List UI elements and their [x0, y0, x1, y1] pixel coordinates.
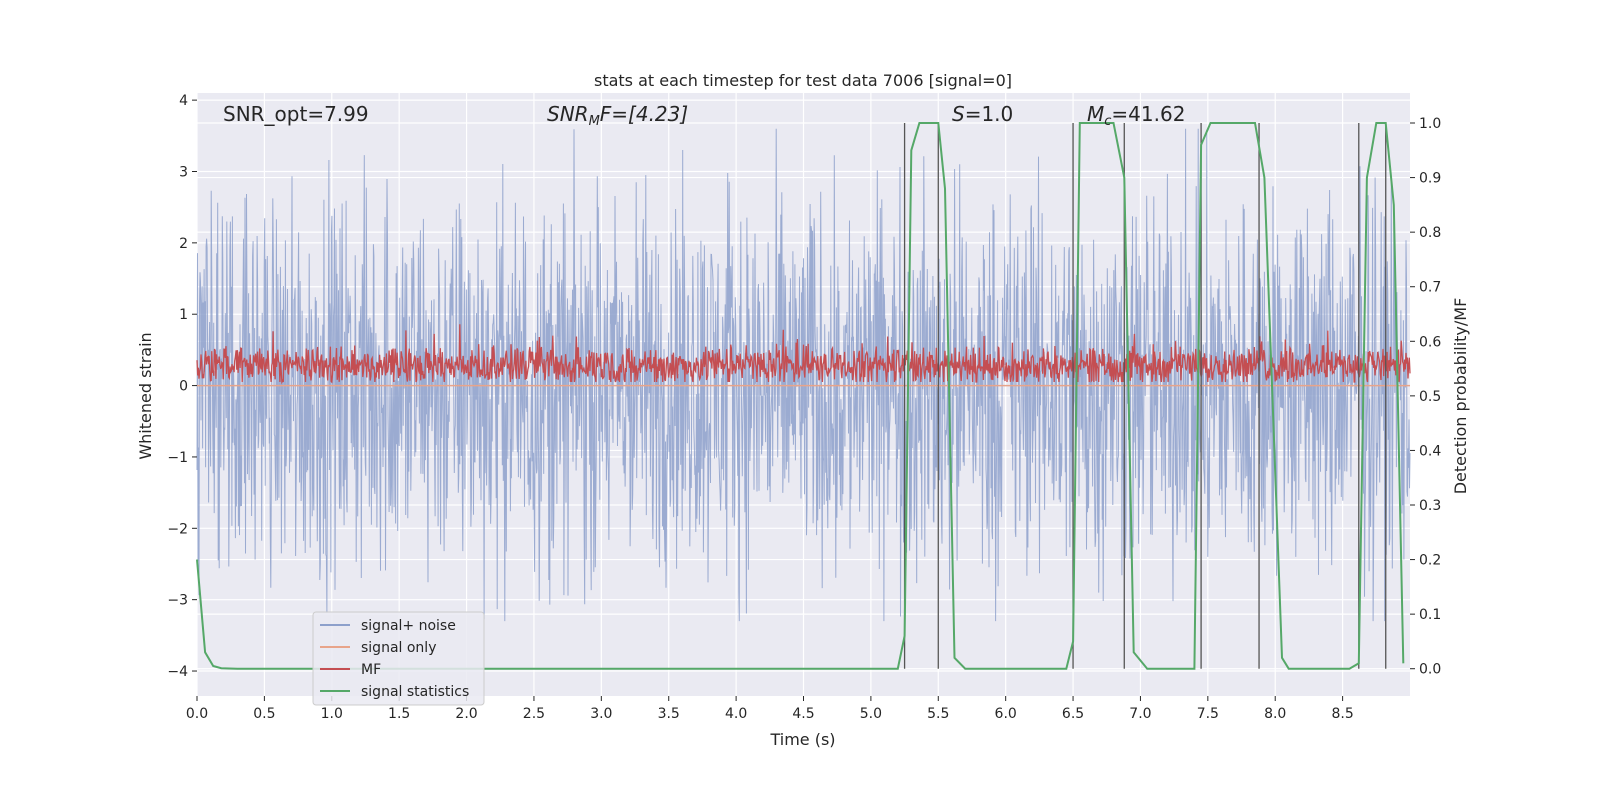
x-tick-label: 0.5 — [253, 706, 275, 722]
y-axis-left-label: Whitened strain — [136, 332, 155, 459]
y-axis-right-ticks: 1.0 0.9 0.8 0.7 0.6 0.5 0.4 0.3 0.2 0.1 0.0 — [1410, 116, 1441, 678]
mc-sub: c — [1104, 114, 1111, 129]
y-axis-left-ticks: 4 3 2 1 0 −1 −2 −3 −4 — [167, 93, 197, 680]
x-tick-label: 2.0 — [455, 706, 477, 722]
x-tick-label: 4.0 — [725, 706, 747, 722]
mc-value: =41.62 — [1111, 102, 1185, 126]
x-tick-label: 3.5 — [658, 706, 680, 722]
y-right-tick-label: 0.5 — [1419, 389, 1441, 405]
y-left-tick-label: 4 — [179, 93, 188, 109]
legend: signal+ noise signal only MF signal stat… — [312, 611, 485, 706]
y-right-tick-label: 1.0 — [1419, 116, 1441, 132]
y-left-tick-label: −1 — [167, 450, 188, 466]
s-annotation: S=1.0 — [952, 102, 1013, 126]
x-tick-label: 3.0 — [590, 706, 612, 722]
s-symbol: S — [952, 102, 965, 126]
x-tick-label: 6.0 — [995, 706, 1017, 722]
x-tick-label: 1.5 — [388, 706, 410, 722]
x-tick-label: 7.5 — [1197, 706, 1219, 722]
y-right-tick-label: 0.6 — [1419, 334, 1441, 350]
mc-annotation: Mc=41.62 — [1087, 102, 1185, 129]
x-tick-label: 5.0 — [860, 706, 882, 722]
y-right-tick-label: 0.8 — [1419, 225, 1441, 241]
mc-symbol: M — [1087, 102, 1104, 126]
y-right-tick-label: 0.3 — [1419, 498, 1441, 514]
chart-title: stats at each timestep for test data 700… — [594, 71, 1012, 90]
y-axis-right-label: Detection probability/MF — [1451, 298, 1470, 495]
mf-series — [196, 324, 1411, 385]
y-left-tick-label: −3 — [167, 593, 188, 609]
x-tick-label: 7.0 — [1129, 706, 1151, 722]
x-axis-label: Time (s) — [769, 730, 835, 749]
x-tick-label: 6.5 — [1062, 706, 1084, 722]
y-left-tick-label: 0 — [179, 379, 188, 395]
signal-noise-series — [196, 128, 1411, 622]
y-left-tick-label: −2 — [167, 521, 188, 537]
x-tick-label: 8.5 — [1331, 706, 1353, 722]
x-tick-label: 0.0 — [186, 706, 208, 722]
x-tick-label: 4.5 — [792, 706, 814, 722]
x-tick-label: 2.5 — [523, 706, 545, 722]
x-tick-label: 8.0 — [1264, 706, 1286, 722]
y-right-tick-label: 0.0 — [1419, 662, 1441, 678]
snr-mf-prefix: SNR — [547, 102, 589, 126]
y-right-tick-label: 0.1 — [1419, 607, 1441, 623]
snr-mf-annotation: SNRMF=[4.23] — [547, 102, 688, 129]
legend-label-signal-statistics: signal statistics — [361, 684, 469, 700]
s-value: =1.0 — [965, 102, 1014, 126]
y-right-tick-label: 0.7 — [1419, 280, 1441, 296]
snr-opt-annotation: SNR_opt=7.99 — [223, 102, 369, 126]
y-left-tick-label: 1 — [179, 307, 188, 323]
y-left-tick-label: −4 — [167, 664, 188, 680]
y-left-tick-label: 3 — [179, 164, 188, 180]
y-right-tick-label: 0.9 — [1419, 171, 1441, 187]
x-tick-label: 5.5 — [927, 706, 949, 722]
legend-label-signal-only: signal only — [361, 640, 436, 656]
y-right-tick-label: 0.2 — [1419, 553, 1441, 569]
signal-noise-trace — [196, 128, 1411, 622]
y-left-tick-label: 2 — [179, 236, 188, 252]
legend-label-signal-noise: signal+ noise — [361, 618, 456, 634]
snr-mf-sub: M — [589, 114, 600, 129]
x-axis-ticks: 0.0 0.5 1.0 1.5 2.0 2.5 3.0 3.5 4.0 4.5 5.0 5.5 6.0 6… — [186, 696, 1354, 722]
y-right-tick-label: 0.4 — [1419, 443, 1441, 459]
legend-label-mf: MF — [361, 662, 381, 678]
x-tick-label: 1.0 — [321, 706, 343, 722]
snr-mf-rest: F=[4.23] — [600, 102, 688, 126]
legend-box — [312, 611, 485, 706]
